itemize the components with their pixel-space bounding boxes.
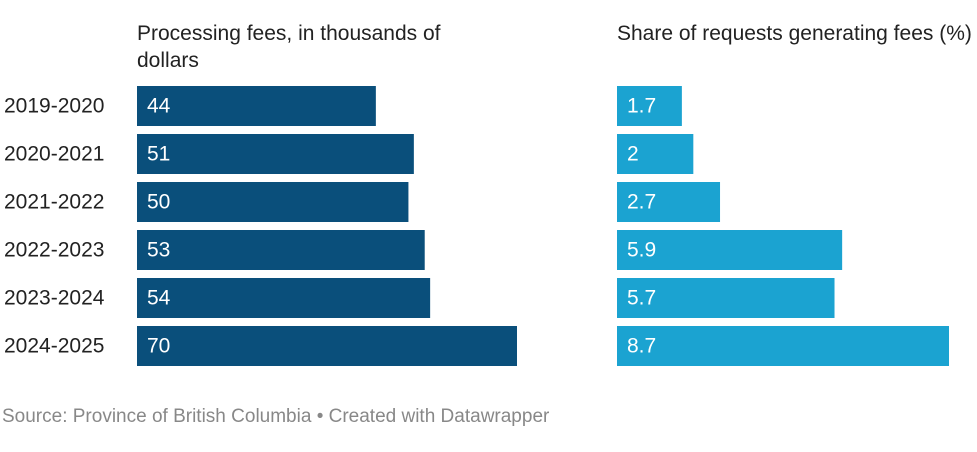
bar [137, 230, 425, 270]
value-label: 50 [147, 191, 170, 214]
value-label: 1.7 [627, 95, 656, 118]
value-label: 5.9 [627, 239, 656, 262]
bar [137, 278, 431, 318]
value-label: 2 [627, 143, 639, 166]
value-label: 70 [147, 335, 170, 358]
panel-title: Share of requests generating fees (%) [617, 22, 972, 45]
panel-title: Processing fees, in thousands of dollars [137, 22, 441, 72]
bar [137, 134, 414, 174]
value-label: 2.7 [627, 191, 656, 214]
value-label: 5.7 [627, 287, 656, 310]
source-note: Source: Province of British Columbia • C… [2, 406, 550, 427]
category-label: 2019-2020 [4, 95, 104, 118]
category-label: 2022-2023 [4, 239, 104, 262]
bar [137, 326, 517, 366]
value-label: 44 [147, 95, 171, 118]
bar [617, 86, 682, 126]
category-label: 2024-2025 [4, 335, 104, 358]
bar [137, 86, 376, 126]
value-label: 8.7 [627, 335, 656, 358]
category-label: 2023-2024 [4, 287, 105, 310]
bar [617, 134, 694, 174]
value-label: 51 [147, 143, 170, 166]
category-label: 2020-2021 [4, 143, 104, 166]
bar [617, 230, 843, 270]
value-label: 53 [147, 239, 170, 262]
category-label: 2021-2022 [4, 191, 104, 214]
bar [617, 326, 949, 366]
value-label: 54 [147, 287, 171, 310]
bar [617, 182, 721, 222]
bar [617, 278, 835, 318]
bar [137, 182, 409, 222]
